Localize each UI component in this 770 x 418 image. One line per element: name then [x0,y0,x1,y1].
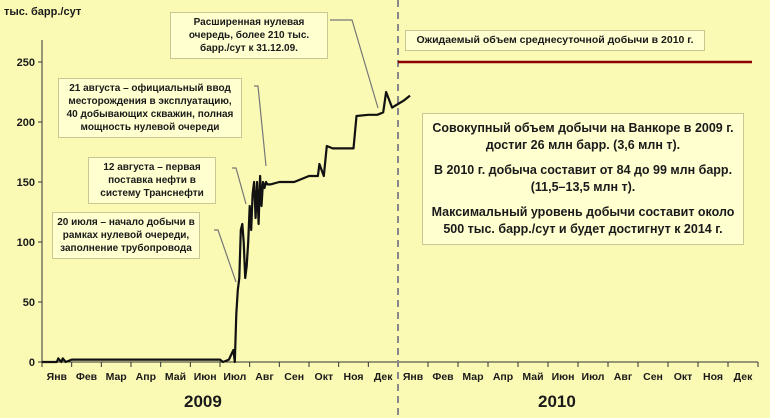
y-tick-label: 150 [17,177,35,189]
month-label: Янв [403,371,424,383]
month-label: Мар [462,371,483,383]
info-line-3: Максимальный уровень добычи составит око… [431,205,735,236]
production-series-line [42,90,411,364]
month-label: Авг [614,371,633,383]
y-tick-label: 200 [17,117,35,129]
y-tick-label: 250 [17,57,35,69]
month-label: Апр [136,371,156,383]
month-label: Мар [106,371,127,383]
month-label: Май [165,371,186,383]
annotation-leader [330,19,379,109]
annotation-leader [214,229,237,283]
month-label: Ноя [703,371,723,383]
month-label: Май [522,371,543,383]
info-line-1: Совокупный объем добычи на Ванкоре в 200… [432,121,734,152]
month-label: Сен [643,371,663,383]
month-label: Июл [582,371,605,383]
year-label-2010: 2010 [538,392,576,411]
annotation-zero-stage-expanded: Расширенная нулевая очередь, более 210 т… [170,12,328,59]
month-label: Фев [76,371,98,383]
annotation-jul-20: 20 июля – начало добычи в рамках нулевой… [52,212,200,259]
annotation-leader [254,85,267,167]
month-label: Фев [432,371,454,383]
year-label-2009: 2009 [184,392,222,411]
annotation-leader [232,167,247,205]
month-label: Апр [493,371,513,383]
month-label: Дек [734,371,753,383]
info-line-2: В 2010 г. добыча составит от 84 до 99 мл… [433,163,733,194]
y-tick-label: 0 [29,357,35,369]
reference-line-label: Ожидаемый объем среднесуточной добычи в … [405,30,705,51]
month-label: Ноя [344,371,364,383]
month-label: Июн [552,371,575,383]
month-label: Сен [284,371,304,383]
month-label: Июн [194,371,217,383]
month-label: Июл [223,371,246,383]
month-label: Янв [47,371,68,383]
y-tick-label: 100 [17,237,35,249]
y-axis-label: тыс. барр./сут [4,6,82,18]
month-label: Окт [315,371,334,383]
annotation-aug-21: 21 августа – официальный ввод месторожде… [58,78,242,138]
y-tick-label: 50 [23,297,35,309]
month-label: Окт [674,371,693,383]
month-label: Дек [374,371,393,383]
annotation-aug-12: 12 августа – первая поставка нефти в сис… [88,157,216,204]
info-box: Совокупный объем добычи на Ванкоре в 200… [422,113,744,245]
month-label: Авг [255,371,274,383]
